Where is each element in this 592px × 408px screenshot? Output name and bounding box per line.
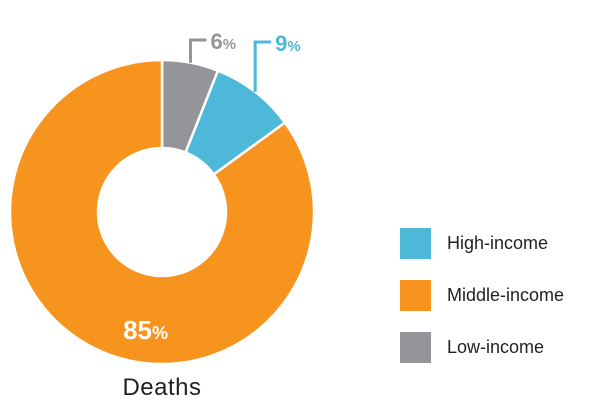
legend: High-income Middle-income Low-income bbox=[400, 228, 590, 384]
data-label-low-income: 6% bbox=[210, 29, 236, 54]
legend-item-middle-income: Middle-income bbox=[400, 280, 590, 314]
donut-slices bbox=[8, 58, 316, 366]
legend-item-low-income: Low-income bbox=[400, 332, 590, 366]
legend-swatch-high-income bbox=[400, 228, 431, 259]
legend-swatch-middle-income bbox=[400, 280, 431, 311]
data-label-middle-income: 85% bbox=[123, 315, 168, 345]
data-label-high-income: 9% bbox=[275, 31, 301, 56]
legend-swatch-low-income bbox=[400, 332, 431, 363]
leader-low-income bbox=[188, 38, 207, 63]
leader-lines bbox=[188, 38, 272, 92]
data-labels: 6% 9% 85% bbox=[123, 29, 301, 345]
legend-label-low-income: Low-income bbox=[447, 337, 545, 357]
leader-high-income bbox=[253, 40, 272, 92]
legend-label-middle-income: Middle-income bbox=[447, 285, 565, 305]
chart-title: Deaths bbox=[122, 374, 202, 401]
legend-label-high-income: High-income bbox=[447, 233, 549, 253]
legend-item-high-income: High-income bbox=[400, 228, 590, 262]
slice-middle-income bbox=[8, 58, 316, 366]
